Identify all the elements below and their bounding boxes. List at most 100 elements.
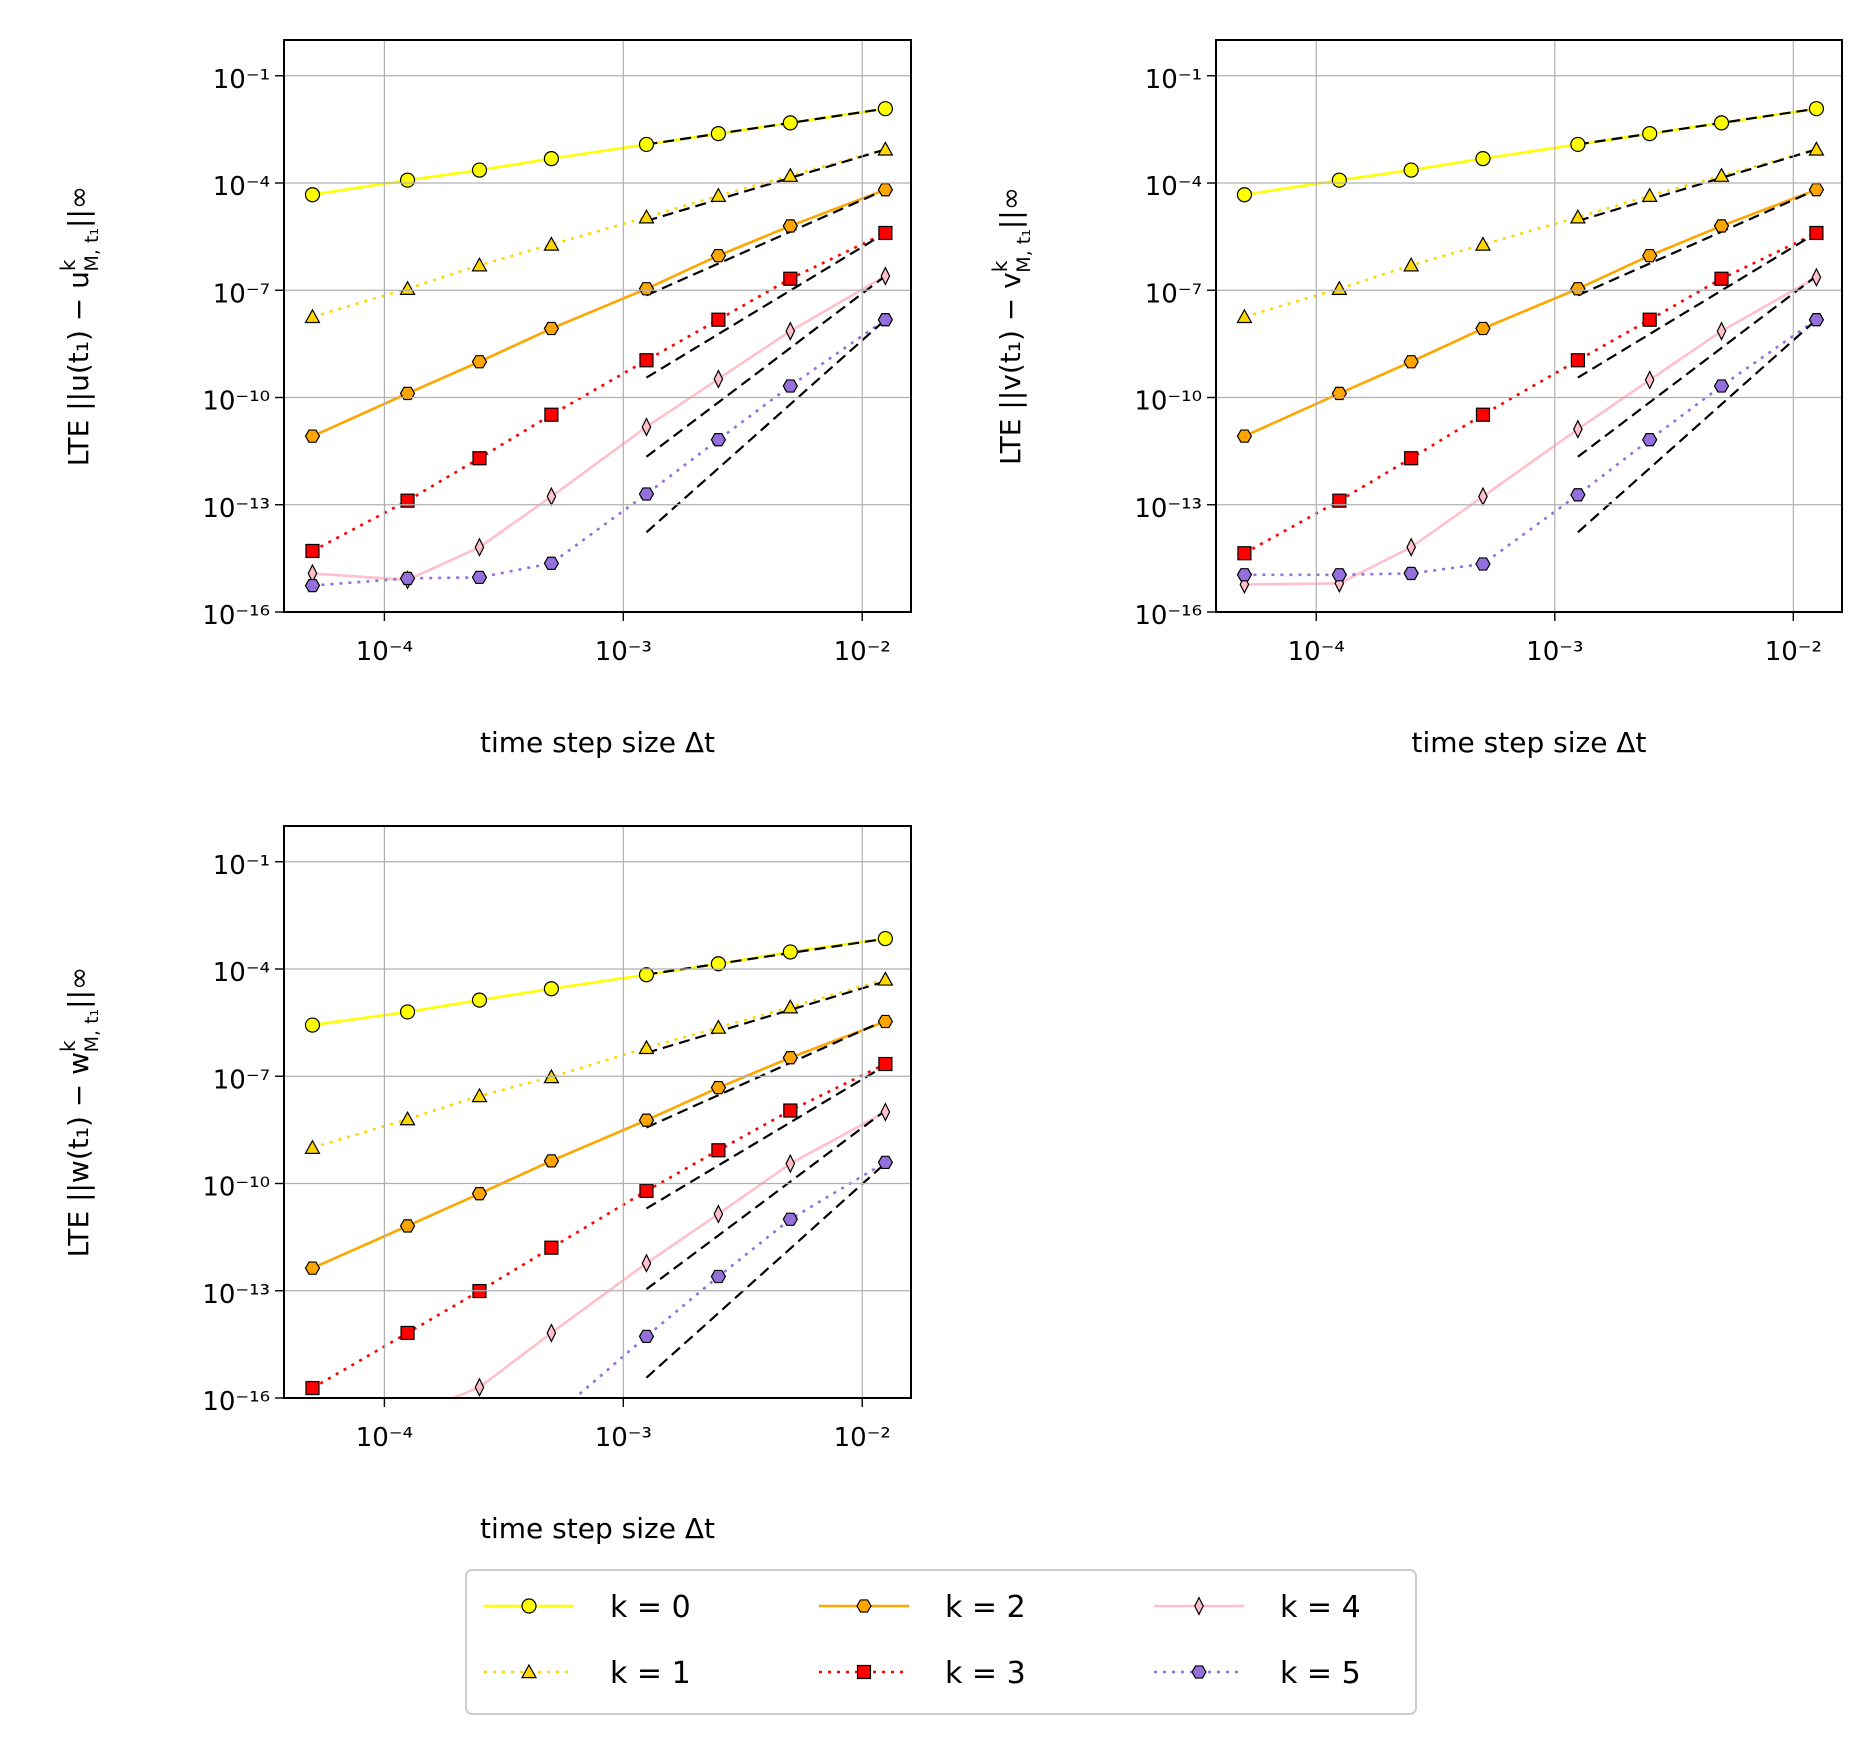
- marker: [878, 225, 893, 241]
- marker: [639, 1183, 654, 1199]
- series-line: [312, 318, 887, 587]
- marker: [1406, 537, 1417, 557]
- marker: [543, 1154, 560, 1168]
- x-tick-label: 10⁻²: [1765, 637, 1822, 667]
- marker: [305, 1380, 320, 1396]
- marker: [856, 1664, 872, 1680]
- y-tick-label: 10⁻¹: [213, 851, 270, 881]
- marker: [877, 971, 894, 986]
- marker: [399, 1110, 416, 1126]
- axes-frame: [283, 825, 912, 1399]
- y-tick-label: 10⁻¹³: [202, 494, 270, 524]
- marker: [638, 136, 655, 153]
- plot-area: [304, 101, 894, 593]
- marker: [782, 219, 799, 233]
- marker: [471, 162, 488, 178]
- marker: [1236, 429, 1253, 443]
- marker: [1570, 488, 1586, 502]
- marker: [1474, 236, 1491, 251]
- marker: [782, 1212, 799, 1226]
- y-label-sup: k: [56, 259, 80, 271]
- y-label-tail: ||∞: [62, 186, 95, 228]
- marker: [877, 183, 894, 197]
- axes-frame: [283, 39, 912, 613]
- series-line: [572, 1161, 887, 1398]
- reference-line: [645, 1109, 887, 1291]
- legend-box: [465, 1569, 1417, 1715]
- marker: [520, 1663, 538, 1679]
- y-tick-label: 10⁻¹⁰: [202, 387, 270, 417]
- marker: [639, 353, 654, 368]
- y-tick-label: 10⁻¹⁶: [202, 601, 270, 631]
- marker: [1404, 451, 1419, 466]
- marker: [304, 308, 321, 324]
- marker: [1713, 167, 1730, 182]
- marker: [710, 248, 727, 263]
- marker: [399, 571, 416, 586]
- marker: [1808, 141, 1825, 156]
- y-tick-label: 10⁻¹⁶: [202, 1387, 270, 1417]
- marker: [304, 1261, 321, 1275]
- plot-area: [304, 930, 894, 1398]
- marker: [1713, 379, 1730, 393]
- legend-label: k = 1: [610, 1656, 691, 1691]
- y-tick-label: 10⁻⁴: [213, 172, 270, 202]
- reference-line: [646, 107, 886, 146]
- y-label-sup: k: [988, 260, 1012, 272]
- series-line: [450, 1110, 887, 1398]
- marker: [711, 312, 726, 327]
- marker: [710, 1019, 727, 1034]
- x-tick-label: 10⁻⁴: [1288, 637, 1345, 667]
- marker: [1809, 225, 1824, 241]
- marker: [1331, 568, 1348, 582]
- marker: [641, 1253, 652, 1273]
- series-line: [311, 231, 886, 553]
- marker: [543, 556, 560, 570]
- y-label-sub: M, t₁: [81, 1009, 103, 1053]
- x-tick-label: 10⁻⁴: [356, 1423, 413, 1453]
- marker: [877, 1155, 894, 1170]
- y-tick-label: 10⁻⁴: [213, 958, 270, 988]
- marker: [782, 944, 798, 960]
- marker: [1475, 321, 1491, 336]
- marker: [785, 1153, 796, 1174]
- marker: [880, 266, 891, 286]
- marker: [543, 236, 560, 251]
- marker: [1478, 486, 1488, 507]
- reference-line: [646, 148, 886, 222]
- y-axis-label: LTE ||v(t₁) − vkM, t₁||∞: [988, 187, 1035, 465]
- marker: [785, 321, 796, 341]
- legend-label: k = 3: [945, 1656, 1026, 1691]
- y-tick-label: 10⁻¹³: [1134, 494, 1202, 524]
- reference-line: [645, 1162, 887, 1379]
- marker: [521, 1598, 537, 1614]
- marker: [304, 187, 321, 203]
- marker: [1570, 282, 1586, 296]
- marker: [1642, 433, 1658, 447]
- marker: [544, 1240, 559, 1255]
- marker: [1808, 313, 1825, 327]
- y-label-text: LTE ||w(t₁) − w: [62, 1052, 95, 1257]
- series-line: [312, 148, 886, 319]
- marker: [304, 1017, 321, 1033]
- marker: [1570, 353, 1585, 368]
- y-tick-label: 10⁻¹: [213, 65, 270, 95]
- marker: [1331, 386, 1348, 401]
- marker: [638, 1039, 655, 1055]
- marker: [1641, 187, 1658, 202]
- y-label-tail: ||∞: [62, 967, 95, 1009]
- marker: [1642, 126, 1658, 142]
- marker: [877, 930, 893, 947]
- marker: [713, 1204, 724, 1224]
- marker: [472, 451, 487, 466]
- reference-line: [646, 1019, 886, 1129]
- series-line: [312, 937, 886, 1027]
- reference-line: [646, 188, 886, 297]
- marker: [1642, 248, 1658, 263]
- axes-frame: [1215, 39, 1843, 613]
- y-tick-label: 10⁻⁷: [213, 1065, 270, 1095]
- marker: [877, 141, 894, 156]
- legend-label: k = 5: [1280, 1656, 1361, 1691]
- series-line: [312, 978, 886, 1149]
- y-tick-label: 10⁻¹³: [202, 1280, 270, 1310]
